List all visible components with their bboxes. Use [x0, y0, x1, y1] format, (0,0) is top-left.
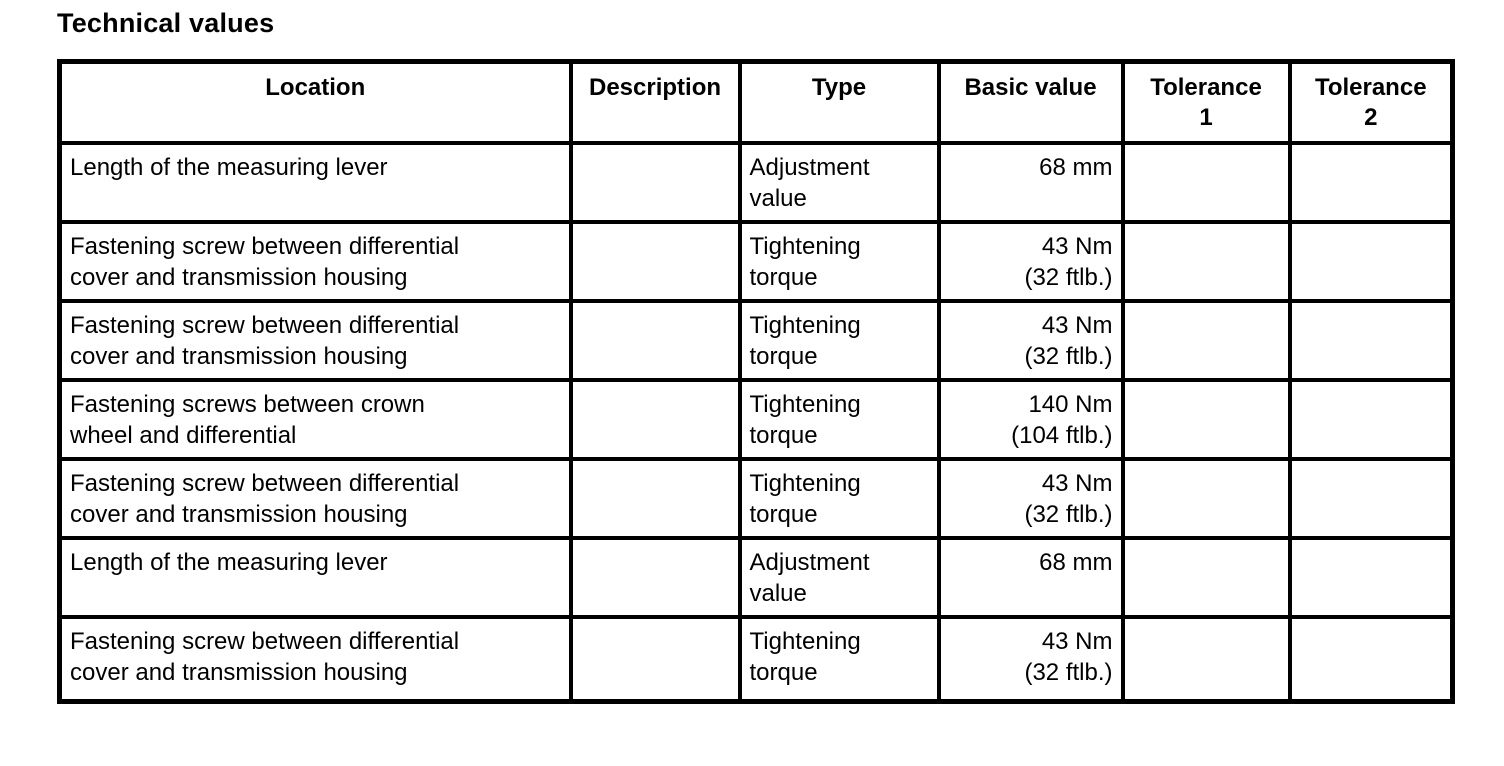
cell-type: Tightening torque [737, 298, 941, 382]
cell-tolerance-1 [1120, 140, 1292, 224]
cell-basic-value: 43 Nm (32 ftlb.) [936, 298, 1125, 382]
cell-description [568, 535, 742, 619]
table-row: Length of the measuring lever Adjustment… [57, 140, 1455, 224]
table-row: Fastening screw between differential cov… [57, 298, 1455, 382]
cell-tolerance-2 [1287, 614, 1455, 704]
column-header-description: Description [568, 59, 742, 145]
column-header-tolerance-1: Tolerance 1 [1120, 59, 1292, 145]
cell-location: Fastening screw between differential cov… [57, 456, 573, 540]
table-row: Fastening screw between differential cov… [57, 219, 1455, 303]
cell-description [568, 456, 742, 540]
cell-type: Tightening torque [737, 614, 941, 704]
cell-tolerance-1 [1120, 298, 1292, 382]
table-body: Length of the measuring lever Adjustment… [57, 140, 1455, 704]
cell-type: Tightening torque [737, 219, 941, 303]
cell-tolerance-2 [1287, 219, 1455, 303]
cell-location: Fastening screw between differential cov… [57, 219, 573, 303]
cell-type: Adjustment value [737, 535, 941, 619]
table-row: Fastening screw between differential cov… [57, 456, 1455, 540]
technical-values-table: Location Description Type Basic value To… [57, 59, 1455, 704]
cell-tolerance-1 [1120, 456, 1292, 540]
table-row: Fastening screw between differential cov… [57, 614, 1455, 704]
cell-location: Fastening screw between differential cov… [57, 614, 573, 704]
cell-basic-value: 43 Nm (32 ftlb.) [936, 614, 1125, 704]
cell-tolerance-2 [1287, 456, 1455, 540]
column-header-basic-value: Basic value [936, 59, 1125, 145]
cell-tolerance-2 [1287, 377, 1455, 461]
column-header-type: Type [737, 59, 941, 145]
cell-basic-value: 43 Nm (32 ftlb.) [936, 456, 1125, 540]
cell-type: Tightening torque [737, 456, 941, 540]
cell-location: Fastening screw between differential cov… [57, 298, 573, 382]
cell-type: Tightening torque [737, 377, 941, 461]
column-header-location: Location [57, 59, 573, 145]
cell-description [568, 614, 742, 704]
cell-tolerance-1 [1120, 219, 1292, 303]
cell-location: Length of the measuring lever [57, 140, 573, 224]
cell-basic-value: 68 mm [936, 140, 1125, 224]
cell-basic-value: 140 Nm (104 ftlb.) [936, 377, 1125, 461]
cell-description [568, 298, 742, 382]
cell-basic-value: 68 mm [936, 535, 1125, 619]
cell-tolerance-1 [1120, 377, 1292, 461]
cell-basic-value: 43 Nm (32 ftlb.) [936, 219, 1125, 303]
column-header-tolerance-2: Tolerance 2 [1287, 59, 1455, 145]
page-title: Technical values [57, 8, 275, 38]
cell-tolerance-2 [1287, 535, 1455, 619]
cell-tolerance-1 [1120, 614, 1292, 704]
table-row: Fastening screws between crown wheel and… [57, 377, 1455, 461]
cell-tolerance-1 [1120, 535, 1292, 619]
cell-description [568, 377, 742, 461]
cell-tolerance-2 [1287, 298, 1455, 382]
cell-location: Length of the measuring lever [57, 535, 573, 619]
cell-description [568, 219, 742, 303]
cell-type: Adjustment value [737, 140, 941, 224]
table-row: Length of the measuring lever Adjustment… [57, 535, 1455, 619]
cell-description [568, 140, 742, 224]
table-header-row: Location Description Type Basic value To… [57, 59, 1455, 145]
cell-tolerance-2 [1287, 140, 1455, 224]
cell-location: Fastening screws between crown wheel and… [57, 377, 573, 461]
